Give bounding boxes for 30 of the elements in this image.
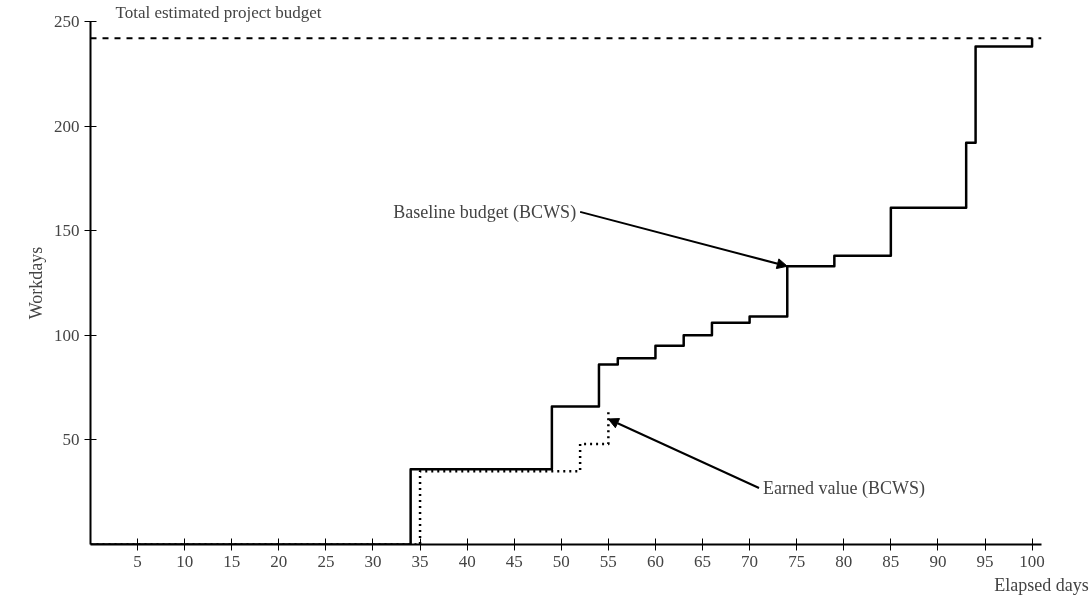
x-tick-label: 95: [976, 551, 994, 571]
x-tick-label: 100: [1019, 551, 1045, 571]
y-tick-label: 50: [62, 430, 80, 450]
x-axis-title: Elapsed days: [994, 574, 1089, 595]
x-tick-label: 85: [882, 551, 900, 571]
x-tick-label: 45: [505, 551, 523, 571]
annotation: Earned value (BCWS): [763, 478, 925, 500]
y-tick-label: 150: [54, 221, 80, 241]
x-tick-label: 20: [270, 551, 288, 571]
x-tick-label: 70: [741, 551, 759, 571]
x-tick-label: 35: [411, 551, 429, 571]
y-tick-label: 200: [54, 116, 80, 136]
x-tick-label: 65: [694, 551, 712, 571]
x-tick-label: 40: [458, 551, 476, 571]
x-tick-label: 60: [646, 551, 664, 571]
x-tick-label: 30: [364, 551, 382, 571]
x-tick-label: 25: [317, 551, 335, 571]
y-axis-title: Workdays: [26, 246, 46, 320]
y-tick-label: 100: [54, 325, 80, 345]
x-tick-label: 10: [176, 551, 194, 571]
x-tick-label: 75: [788, 551, 806, 571]
y-tick-label: 250: [54, 12, 80, 31]
ref-line-label: Total estimated project budget: [115, 2, 322, 22]
x-tick-label: 15: [223, 551, 241, 571]
annotation: Baseline budget (BCWS): [393, 201, 577, 223]
x-tick-label: 80: [835, 551, 853, 571]
x-tick-label: 5: [133, 551, 142, 571]
x-tick-label: 55: [599, 551, 617, 571]
x-tick-label: 90: [929, 551, 947, 571]
x-tick-label: 50: [552, 551, 570, 571]
